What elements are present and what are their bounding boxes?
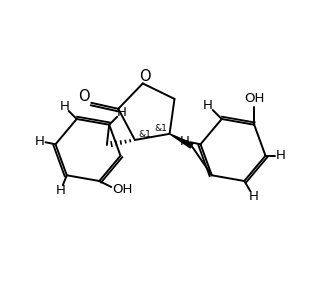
Text: OH: OH: [244, 92, 264, 105]
Text: &1: &1: [154, 124, 167, 133]
Text: H: H: [203, 99, 213, 111]
Text: H: H: [249, 190, 258, 203]
Text: H: H: [35, 135, 45, 148]
Polygon shape: [169, 134, 193, 148]
Text: &1: &1: [139, 131, 151, 139]
Text: O: O: [79, 89, 90, 104]
Text: H: H: [180, 135, 190, 148]
Text: H: H: [276, 149, 286, 162]
Text: O: O: [139, 69, 151, 84]
Text: H: H: [59, 100, 69, 113]
Text: OH: OH: [112, 182, 133, 195]
Text: H: H: [117, 106, 127, 119]
Text: H: H: [56, 184, 66, 197]
